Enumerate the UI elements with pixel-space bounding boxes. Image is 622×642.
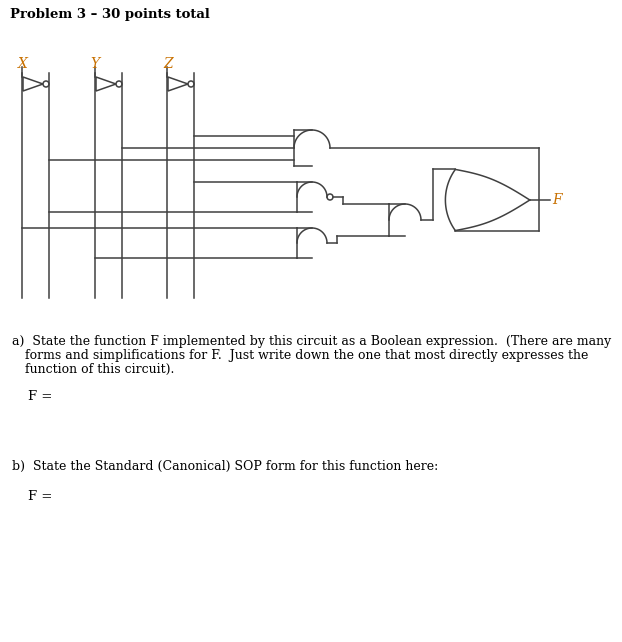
Text: F =: F = — [28, 390, 52, 403]
Text: forms and simplifications for F.  Just write down the one that most directly exp: forms and simplifications for F. Just wr… — [25, 349, 588, 362]
Text: Y: Y — [90, 57, 99, 71]
Text: Z: Z — [163, 57, 173, 71]
Text: F: F — [552, 193, 562, 207]
Text: X: X — [18, 57, 28, 71]
Text: a)  State the function F implemented by this circuit as a Boolean expression.  (: a) State the function F implemented by t… — [12, 335, 611, 348]
Text: function of this circuit).: function of this circuit). — [25, 363, 174, 376]
Text: F =: F = — [28, 490, 52, 503]
Text: b)  State the Standard (Canonical) SOP form for this function here:: b) State the Standard (Canonical) SOP fo… — [12, 460, 439, 473]
Text: Problem 3 – 30 points total: Problem 3 – 30 points total — [10, 8, 210, 21]
